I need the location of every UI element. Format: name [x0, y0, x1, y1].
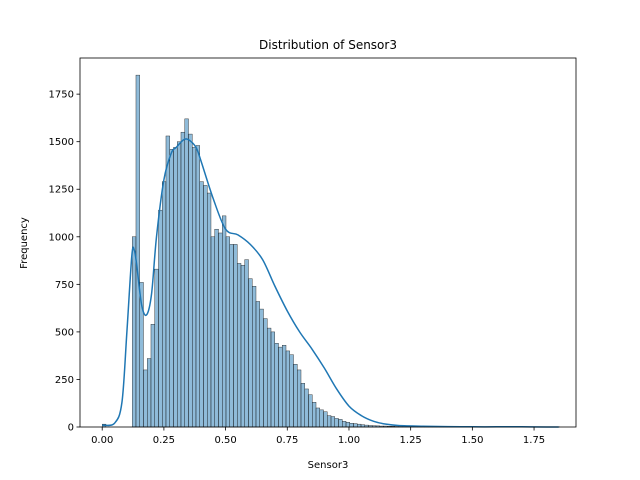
histogram-bar — [304, 388, 309, 428]
y-tick-label: 1750 — [49, 90, 74, 101]
histogram-bar — [177, 141, 182, 428]
y-axis-ticks: 0 250 500 750 1000 1250 1500 1750 — [49, 90, 80, 434]
histogram-bar — [240, 265, 245, 428]
histogram-bar — [173, 147, 178, 428]
histogram-bar — [214, 228, 219, 428]
histogram-bar — [169, 149, 174, 428]
histogram-bar — [199, 181, 204, 428]
x-tick-label: 0.50 — [214, 435, 236, 446]
plot-frame — [79, 57, 577, 428]
y-tick-label: 500 — [55, 327, 74, 338]
histogram-bar — [162, 181, 167, 428]
histogram-bar — [192, 147, 197, 428]
y-tick-label: 0 — [68, 423, 74, 434]
histogram-bar — [147, 358, 152, 428]
histogram-bar — [334, 418, 339, 428]
histogram-bar — [255, 301, 260, 428]
histogram-bar — [222, 215, 227, 428]
histogram-bar — [323, 411, 328, 428]
histogram-bar — [267, 327, 272, 428]
x-axis-ticks: 0.00 0.25 0.50 0.75 1.00 1.25 1.50 1.75 — [91, 427, 545, 446]
histogram-bar — [274, 343, 279, 428]
histogram-bar — [165, 135, 170, 428]
histogram-bar — [278, 346, 283, 428]
histogram-bar — [297, 369, 302, 428]
histogram-bar — [319, 409, 324, 428]
histogram-bar — [150, 324, 155, 428]
histogram-bar — [210, 236, 215, 428]
histogram-bar — [300, 383, 305, 428]
histogram-bar — [132, 236, 137, 428]
x-tick-label: 1.25 — [400, 435, 422, 446]
histogram-bar — [282, 345, 287, 428]
x-tick-label: 1.75 — [523, 435, 545, 446]
histogram-bar — [315, 407, 320, 428]
x-tick-label: 0.25 — [153, 435, 175, 446]
y-tick-label: 1500 — [49, 137, 74, 148]
histogram-bar — [237, 263, 242, 428]
histogram-bar — [135, 74, 140, 428]
histogram-bar — [259, 308, 264, 428]
kde-curve — [102, 138, 559, 428]
histogram-bar — [229, 244, 234, 428]
y-axis-title: Frequency — [19, 217, 30, 269]
histogram-bar — [263, 318, 268, 428]
histogram-bar — [289, 354, 294, 428]
histogram-bar — [184, 118, 189, 428]
histogram-bar — [308, 394, 313, 428]
histogram-bar — [312, 402, 317, 428]
histogram-bar — [330, 416, 335, 428]
histogram-bar — [252, 286, 257, 428]
histogram-bar — [244, 259, 249, 428]
histogram-bar — [353, 423, 358, 428]
histogram-bar — [285, 350, 290, 428]
histogram-bar — [349, 423, 354, 428]
histogram-bar — [248, 278, 253, 428]
x-tick-label: 1.50 — [461, 435, 483, 446]
x-tick-label: 0.00 — [91, 435, 113, 446]
histogram-bar — [154, 268, 159, 428]
histogram-bar — [203, 185, 208, 428]
histogram-bar — [188, 133, 193, 428]
histogram-bar — [342, 421, 347, 428]
histogram-bar — [225, 236, 230, 428]
histogram-bar — [357, 423, 362, 428]
x-axis-title: Sensor3 — [308, 460, 349, 471]
histogram-bar — [195, 145, 200, 428]
histogram-bar — [270, 331, 275, 428]
x-tick-label: 1.00 — [338, 435, 360, 446]
x-tick-label: 0.75 — [276, 435, 298, 446]
histogram-bars — [102, 74, 561, 428]
histogram-bar — [207, 192, 212, 428]
histogram-bar — [327, 415, 332, 428]
histogram-bar — [143, 369, 148, 428]
histogram-bar — [158, 209, 163, 428]
y-tick-label: 250 — [55, 375, 74, 386]
y-tick-label: 1000 — [49, 232, 74, 243]
y-tick-label: 1250 — [49, 185, 74, 196]
histogram-bar — [293, 364, 298, 428]
chart-title: Distribution of Sensor3 — [259, 38, 397, 52]
histogram-bar — [233, 244, 238, 428]
y-tick-label: 750 — [55, 280, 74, 291]
histogram-bar — [345, 422, 350, 428]
histogram-bar — [180, 131, 185, 428]
histogram-bar — [338, 419, 343, 428]
histogram-bar — [218, 232, 223, 428]
